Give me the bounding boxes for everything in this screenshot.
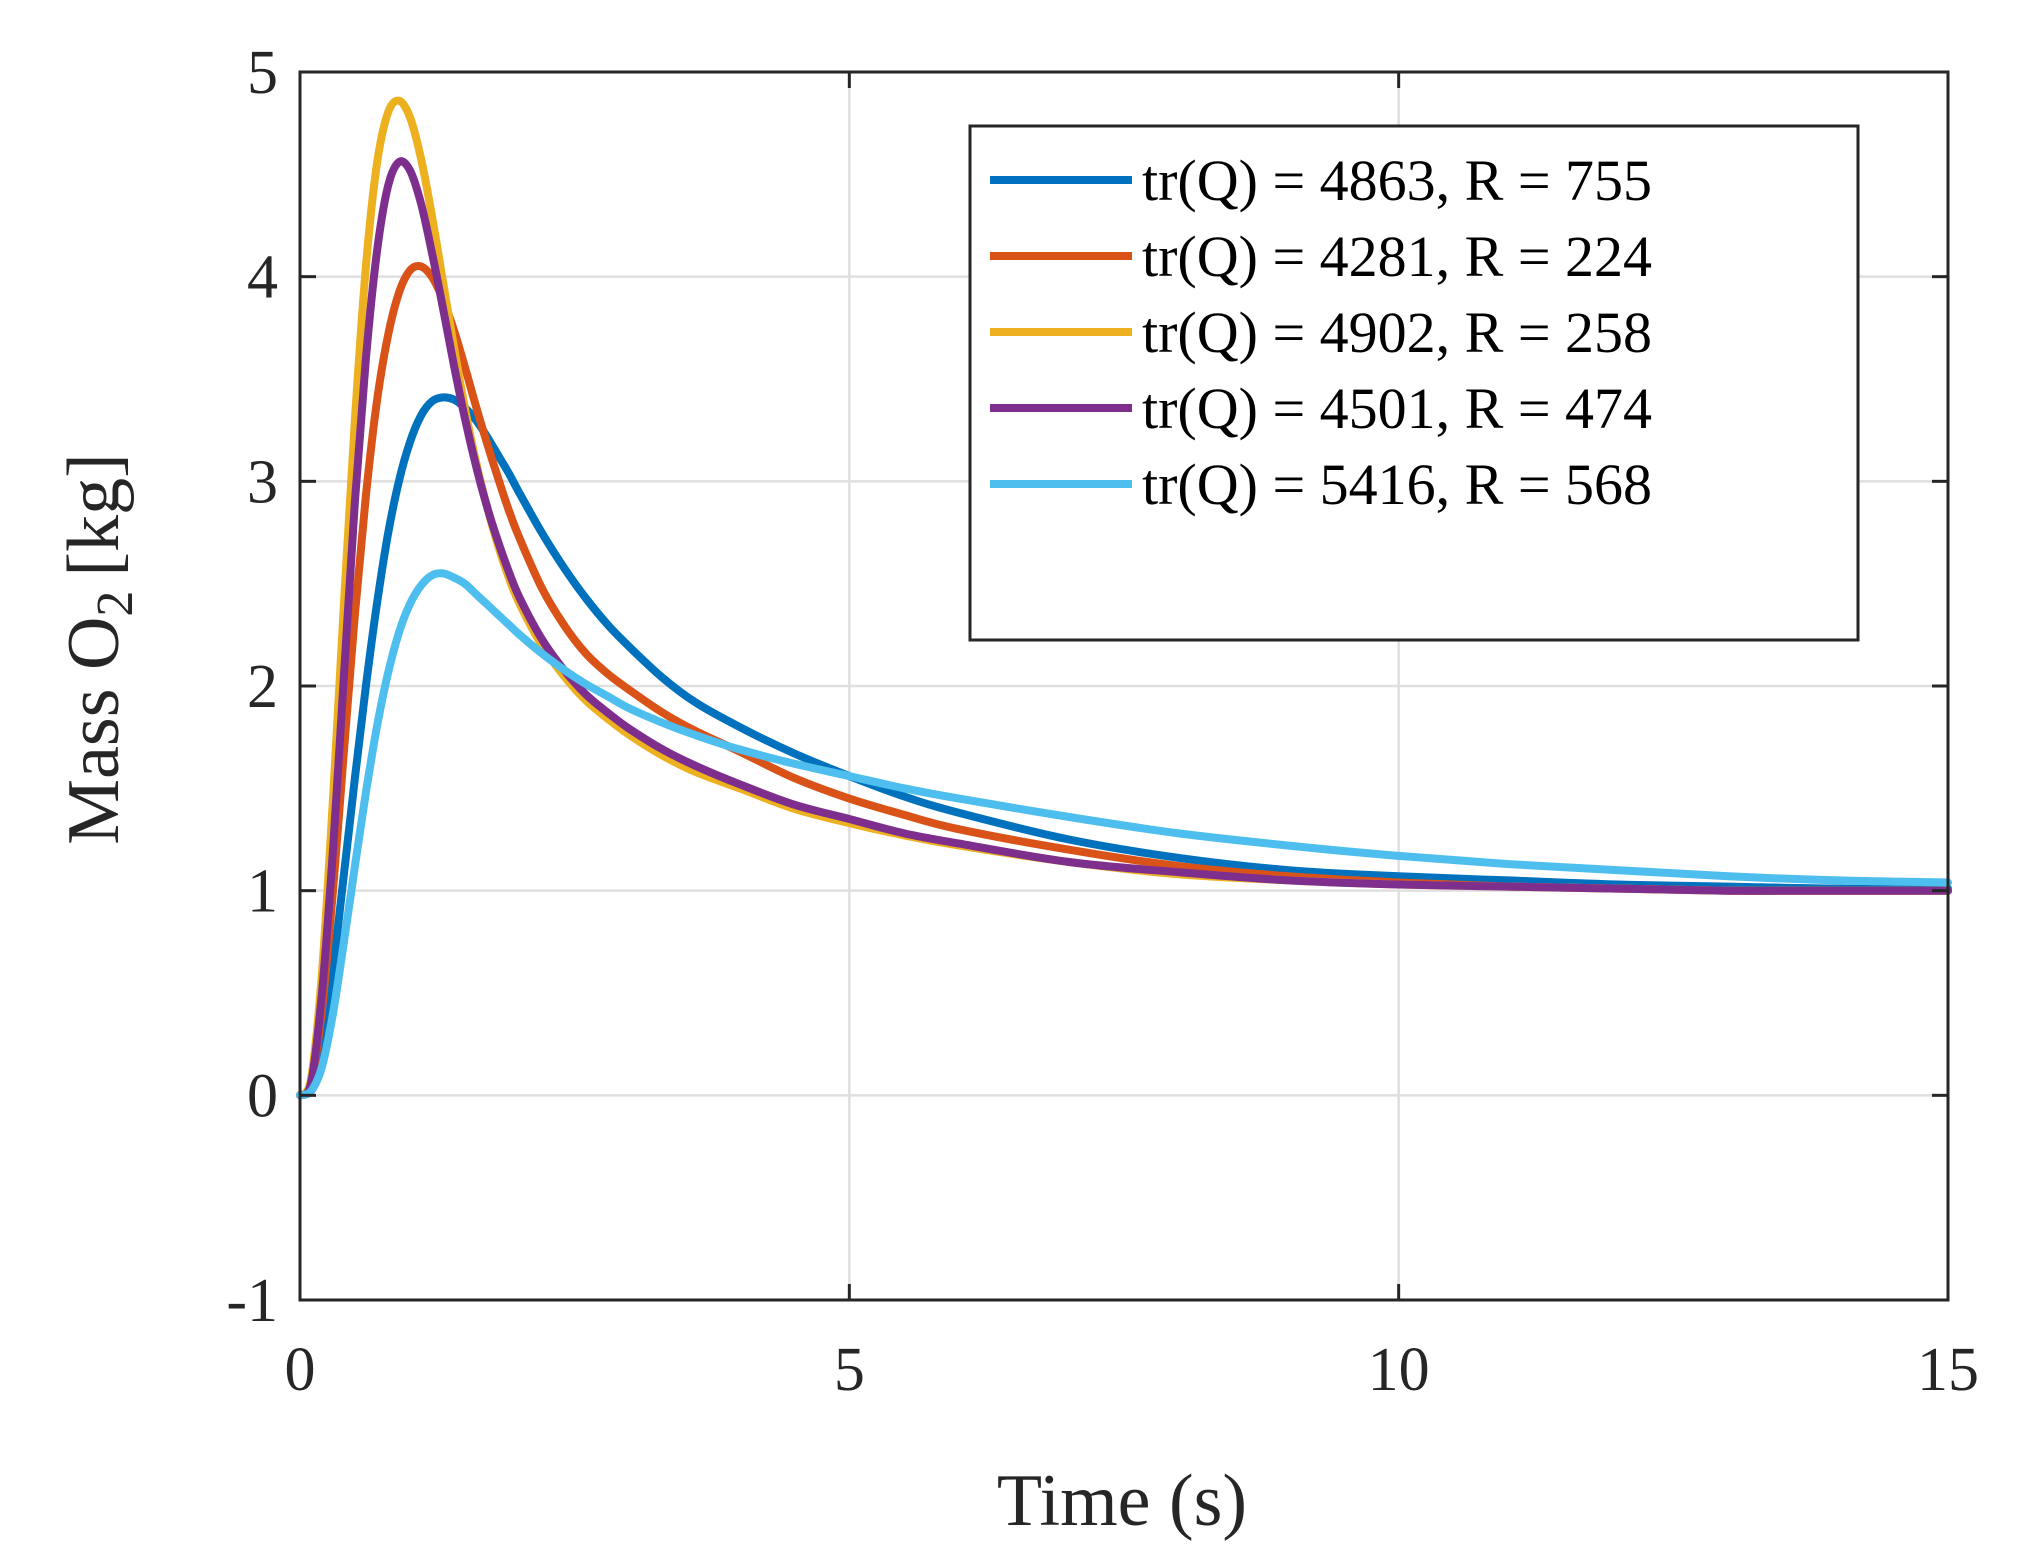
x-tick-label: 5 [834,1336,865,1404]
series-group [296,96,1952,1100]
y-axis-label: Mass O2 [kg] [53,453,144,844]
legend-box [968,124,1860,642]
y-tick-labels: -1 0 1 2 3 4 5 [226,39,278,1335]
y-axis-label-unit: [kg] [53,453,135,576]
y-axis-label-main: Mass O [53,617,135,845]
series-line-1 [296,393,1952,1100]
x-axis-label: Time (s) [997,1460,1247,1542]
y-tick-label: 4 [247,244,278,312]
series-line-4 [296,157,1952,1100]
y-tick-label: 3 [247,448,278,516]
x-tick-labels: 0 5 10 15 [285,1336,1980,1404]
x-tick-label: 10 [1368,1336,1430,1404]
legend-label-4: tr(Q) = 4501, R = 474 [1142,376,1652,441]
legend-label-3: tr(Q) = 4902, R = 258 [1142,300,1652,365]
legend-label-5: tr(Q) = 5416, R = 568 [1142,452,1652,517]
ticks [298,70,1950,1302]
y-tick-label: 1 [247,858,278,926]
y-tick-label: 0 [247,1062,278,1130]
legend: tr(Q) = 4863, R = 755 tr(Q) = 4281, R = 2… [968,124,1860,642]
y-tick-label: 2 [247,653,278,721]
y-tick-label: -1 [226,1267,278,1335]
legend-label-1: tr(Q) = 4863, R = 755 [1142,148,1652,213]
legend-label-2: tr(Q) = 4281, R = 224 [1142,224,1652,289]
y-tick-label: 5 [247,39,278,107]
y-axis-label-subscript: 2 [87,591,144,617]
series-line-5 [296,569,1952,1100]
x-tick-label: 0 [285,1336,316,1404]
x-tick-label: 15 [1917,1336,1979,1404]
